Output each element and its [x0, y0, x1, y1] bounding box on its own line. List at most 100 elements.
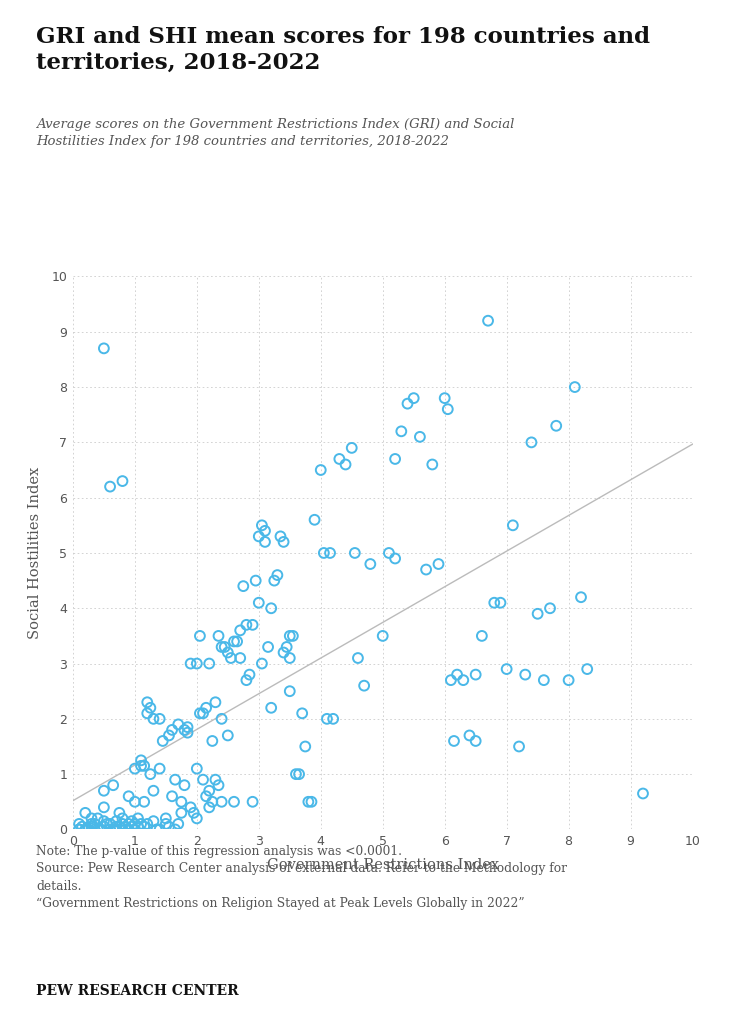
Point: [324, 545, 336, 561]
Point: [122, 816, 134, 833]
Point: [358, 678, 370, 694]
X-axis label: Government Restrictions Index: Government Restrictions Index: [267, 858, 499, 871]
Point: [442, 401, 453, 418]
Point: [346, 439, 358, 456]
Point: [284, 628, 296, 644]
Point: [445, 672, 456, 688]
Point: [117, 473, 128, 489]
Point: [172, 716, 184, 732]
Point: [219, 639, 230, 655]
Point: [281, 639, 292, 655]
Point: [185, 799, 197, 815]
Point: [185, 655, 197, 672]
Point: [426, 457, 438, 473]
Point: [179, 777, 190, 794]
Point: [129, 794, 141, 810]
Point: [253, 595, 265, 611]
Point: [86, 810, 98, 826]
Point: [469, 733, 481, 750]
Point: [203, 655, 215, 672]
Point: [206, 794, 218, 810]
Point: [334, 451, 346, 467]
Point: [139, 758, 150, 774]
Point: [389, 550, 401, 566]
Point: [349, 545, 361, 561]
Point: [136, 758, 147, 774]
Point: [141, 694, 153, 711]
Point: [104, 821, 116, 838]
Point: [260, 534, 271, 550]
Point: [433, 556, 445, 572]
Point: [82, 821, 94, 838]
Point: [126, 818, 138, 835]
Point: [89, 816, 101, 833]
Point: [210, 771, 222, 787]
Point: [160, 810, 172, 826]
Point: [169, 821, 181, 838]
Point: [182, 725, 193, 741]
Point: [114, 805, 125, 821]
Point: [141, 706, 153, 722]
Point: [287, 628, 299, 644]
Point: [200, 788, 212, 805]
Point: [139, 794, 150, 810]
Point: [305, 794, 317, 810]
Point: [519, 667, 531, 683]
Point: [315, 462, 327, 478]
Point: [483, 312, 494, 329]
Point: [377, 628, 389, 644]
Point: [216, 711, 227, 727]
Point: [147, 711, 159, 727]
Point: [265, 600, 277, 616]
Point: [117, 816, 128, 833]
Point: [235, 623, 246, 639]
Point: [637, 785, 649, 802]
Point: [98, 799, 109, 815]
Point: [120, 821, 131, 838]
Point: [383, 545, 395, 561]
Point: [139, 818, 150, 835]
Point: [95, 821, 106, 838]
Point: [176, 794, 187, 810]
Point: [194, 706, 206, 722]
Point: [129, 761, 141, 777]
Point: [563, 672, 574, 688]
Point: [136, 752, 147, 768]
Point: [73, 816, 85, 833]
Point: [191, 761, 203, 777]
Point: [364, 556, 376, 572]
Point: [144, 766, 156, 782]
Point: [73, 821, 85, 838]
Point: [213, 628, 225, 644]
Point: [278, 644, 289, 660]
Point: [98, 782, 109, 799]
Point: [507, 517, 518, 534]
Point: [235, 650, 246, 667]
Point: [73, 821, 85, 838]
Point: [114, 818, 125, 835]
Y-axis label: Social Hostilities Index: Social Hostilities Index: [28, 467, 42, 639]
Point: [151, 821, 163, 838]
Point: [246, 616, 258, 633]
Point: [256, 655, 268, 672]
Point: [476, 628, 488, 644]
Point: [569, 379, 580, 395]
Point: [238, 578, 249, 594]
Point: [290, 766, 302, 782]
Point: [111, 821, 122, 838]
Point: [136, 816, 147, 833]
Point: [147, 782, 159, 799]
Point: [163, 818, 175, 835]
Point: [154, 711, 165, 727]
Point: [469, 667, 481, 683]
Point: [107, 821, 119, 838]
Point: [92, 821, 104, 838]
Point: [275, 528, 286, 545]
Point: [111, 818, 122, 835]
Point: [141, 816, 153, 833]
Point: [550, 418, 562, 434]
Point: [225, 650, 237, 667]
Point: [582, 660, 593, 677]
Point: [284, 650, 296, 667]
Point: [216, 639, 227, 655]
